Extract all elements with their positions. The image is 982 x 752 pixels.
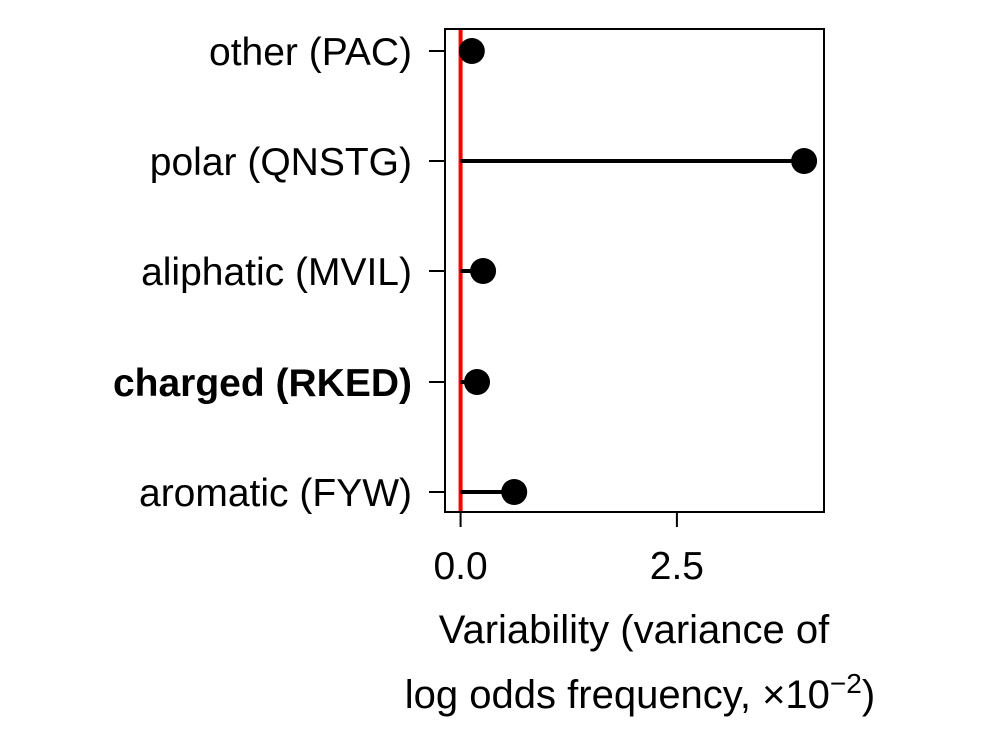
plot-area <box>458 29 818 512</box>
category-label: aliphatic (MVIL) <box>141 251 412 294</box>
lollipop-point <box>791 148 818 174</box>
x-axis-label-line-2: log odds frequency, ×10−2) <box>405 668 875 718</box>
axes: other (PAC) polar (QNSTG) aliphatic (MVIL)… <box>113 28 825 588</box>
category-label: aromatic (FYW) <box>139 472 412 515</box>
x-axis-label-superscript: −2 <box>830 668 862 699</box>
category-label: polar (QNSTG) <box>150 141 412 184</box>
lollipop-point <box>501 479 528 505</box>
x-axis-label-line-2-end: ) <box>862 673 875 717</box>
lollipop-point <box>470 258 497 284</box>
x-axis-label-line-1: Variability (variance of <box>439 608 830 652</box>
plot-frame <box>444 28 825 513</box>
x-axis-label-line-2-main: log odds frequency, ×10 <box>405 673 830 717</box>
highlighted-category-label: charged (RKED) <box>113 362 412 405</box>
x-tick-label: 0.0 <box>433 545 487 588</box>
x-tick-label: 2.5 <box>650 545 704 588</box>
category-label: other (PAC) <box>209 31 412 74</box>
lollipop-point <box>458 38 485 64</box>
lollipop-point <box>464 369 491 395</box>
